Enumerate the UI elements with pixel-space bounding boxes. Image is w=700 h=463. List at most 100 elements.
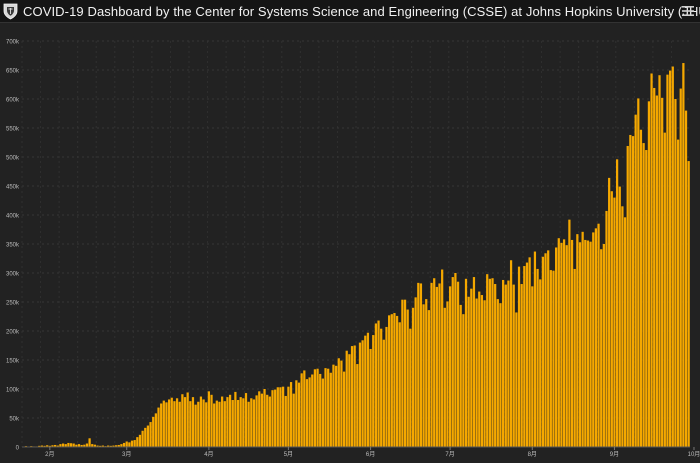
daily-case-bar[interactable] (468, 297, 470, 447)
daily-case-bar[interactable] (627, 146, 629, 447)
daily-case-bar[interactable] (359, 343, 361, 447)
daily-case-bar[interactable] (412, 308, 414, 447)
daily-case-bar[interactable] (550, 270, 552, 447)
daily-case-bar[interactable] (558, 238, 560, 447)
daily-case-bar[interactable] (221, 397, 223, 447)
daily-case-bar[interactable] (664, 133, 666, 447)
daily-case-bar[interactable] (669, 71, 671, 447)
daily-case-bar[interactable] (587, 241, 589, 447)
daily-case-bar[interactable] (285, 396, 287, 447)
daily-case-bar[interactable] (375, 323, 377, 447)
daily-case-bar[interactable] (677, 140, 679, 447)
daily-case-bar[interactable] (189, 401, 191, 447)
daily-case-bar[interactable] (640, 130, 642, 447)
daily-case-bar[interactable] (314, 369, 316, 447)
daily-case-bar[interactable] (536, 269, 538, 447)
daily-case-bar[interactable] (263, 389, 265, 447)
daily-case-bar[interactable] (470, 289, 472, 447)
daily-case-bar[interactable] (383, 340, 385, 447)
daily-case-bar[interactable] (216, 401, 218, 447)
daily-case-bar[interactable] (149, 422, 151, 447)
daily-case-bar[interactable] (582, 232, 584, 447)
daily-case-bar[interactable] (309, 377, 311, 447)
daily-case-bar[interactable] (433, 278, 435, 447)
daily-case-bar[interactable] (534, 252, 536, 447)
daily-case-bar[interactable] (287, 387, 289, 447)
daily-case-bar[interactable] (436, 287, 438, 447)
daily-case-bar[interactable] (420, 283, 422, 447)
daily-case-bar[interactable] (147, 426, 149, 447)
daily-case-bar[interactable] (672, 67, 674, 447)
daily-case-bar[interactable] (658, 75, 660, 447)
daily-case-bar[interactable] (62, 444, 64, 447)
daily-case-bar[interactable] (462, 314, 464, 447)
daily-case-bar[interactable] (301, 373, 303, 447)
daily-case-bar[interactable] (332, 365, 334, 447)
daily-case-bar[interactable] (452, 277, 454, 447)
daily-case-bar[interactable] (311, 375, 313, 448)
daily-case-bar[interactable] (282, 387, 284, 447)
daily-case-bar[interactable] (608, 178, 610, 447)
daily-case-bar[interactable] (489, 279, 491, 447)
daily-case-bar[interactable] (269, 397, 271, 447)
daily-case-bar[interactable] (70, 443, 72, 447)
daily-case-bar[interactable] (518, 267, 520, 447)
daily-case-bar[interactable] (306, 379, 308, 447)
daily-case-bar[interactable] (380, 329, 382, 447)
daily-case-bar[interactable] (650, 73, 652, 447)
daily-case-bar[interactable] (399, 322, 401, 447)
daily-case-bar[interactable] (195, 405, 197, 447)
daily-case-bar[interactable] (568, 220, 570, 447)
daily-case-bar[interactable] (385, 327, 387, 447)
daily-case-bar[interactable] (566, 245, 568, 447)
daily-case-bar[interactable] (142, 431, 144, 447)
daily-case-bar[interactable] (242, 398, 244, 447)
daily-case-bar[interactable] (415, 297, 417, 447)
daily-case-bar[interactable] (134, 440, 136, 447)
daily-case-bar[interactable] (425, 299, 427, 447)
daily-case-bar[interactable] (362, 340, 364, 447)
daily-case-bar[interactable] (555, 247, 557, 447)
daily-case-bar[interactable] (444, 308, 446, 447)
daily-case-bar[interactable] (486, 274, 488, 447)
daily-case-bar[interactable] (73, 444, 75, 447)
daily-case-bar[interactable] (144, 428, 146, 447)
daily-case-bar[interactable] (356, 364, 358, 447)
daily-case-bar[interactable] (176, 398, 178, 447)
daily-case-bar[interactable] (335, 366, 337, 447)
daily-case-bar[interactable] (505, 285, 507, 447)
daily-case-bar[interactable] (481, 295, 483, 447)
daily-case-bar[interactable] (589, 242, 591, 447)
daily-case-bar[interactable] (457, 282, 459, 447)
daily-case-bar[interactable] (255, 395, 257, 447)
daily-case-bar[interactable] (441, 270, 443, 447)
daily-case-bar[interactable] (346, 351, 348, 447)
daily-case-bar[interactable] (369, 349, 371, 447)
daily-case-bar[interactable] (510, 260, 512, 447)
daily-case-bar[interactable] (123, 443, 125, 447)
daily-case-bar[interactable] (635, 115, 637, 447)
daily-case-bar[interactable] (643, 143, 645, 447)
daily-case-bar[interactable] (348, 354, 350, 447)
daily-case-bar[interactable] (526, 263, 528, 447)
daily-case-bar[interactable] (491, 278, 493, 447)
daily-case-bar[interactable] (126, 441, 128, 447)
daily-case-bar[interactable] (682, 63, 684, 447)
daily-case-bar[interactable] (187, 392, 189, 447)
daily-case-bar[interactable] (163, 401, 165, 447)
daily-case-bar[interactable] (377, 321, 379, 447)
daily-case-bar[interactable] (449, 286, 451, 447)
daily-case-bar[interactable] (430, 283, 432, 447)
daily-case-bar[interactable] (354, 346, 356, 448)
daily-case-bar[interactable] (653, 88, 655, 447)
daily-case-bar[interactable] (179, 402, 181, 447)
daily-case-bar[interactable] (340, 361, 342, 447)
daily-case-bar[interactable] (656, 96, 658, 447)
daily-case-bar[interactable] (261, 394, 263, 447)
daily-case-bar[interactable] (478, 292, 480, 447)
daily-case-bar[interactable] (632, 136, 634, 447)
daily-case-bar[interactable] (597, 224, 599, 447)
daily-case-bar[interactable] (218, 402, 220, 447)
daily-case-bar[interactable] (258, 391, 260, 447)
daily-case-bar[interactable] (391, 314, 393, 447)
